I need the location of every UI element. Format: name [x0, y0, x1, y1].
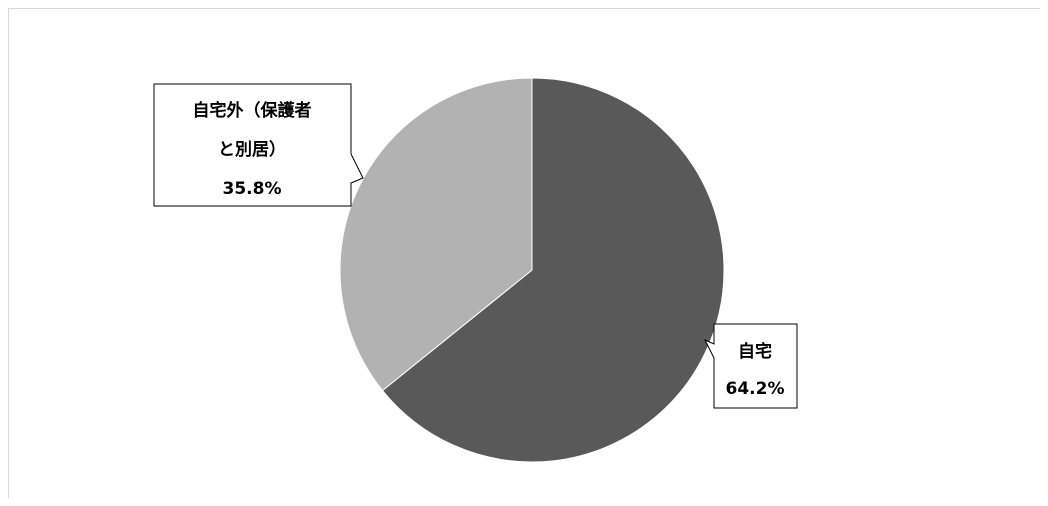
callout-box-home	[703, 323, 798, 409]
callout-home: 自宅 64.2%	[703, 323, 798, 409]
callout-label-outside-home-line2: と別居）	[218, 139, 286, 160]
pie-slices	[339, 77, 725, 463]
pie-slice-home	[381, 77, 725, 463]
callout-value-outside-home: 35.8%	[223, 179, 282, 199]
callout-value-home: 64.2%	[726, 379, 785, 399]
callout-label-home: 自宅	[738, 341, 772, 362]
pie-slice-outside-home	[339, 77, 533, 392]
callout-outside-home: 自宅外（保護者 と別居） 35.8%	[153, 83, 364, 207]
callout-label-outside-home-line1: 自宅外（保護者	[193, 100, 312, 121]
chart-area	[8, 8, 1040, 498]
callout-box-outside-home	[153, 83, 364, 207]
